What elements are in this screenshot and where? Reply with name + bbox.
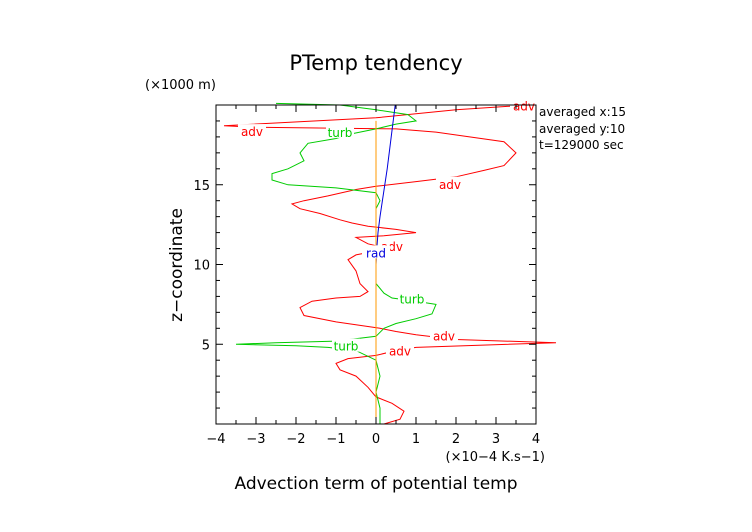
- series-label-bg: [238, 124, 266, 138]
- x-tick-label: 2: [452, 432, 460, 447]
- y-tick-label: 5: [202, 338, 210, 353]
- series-label: turb: [328, 126, 353, 140]
- series-label: adv: [439, 178, 461, 192]
- x-tick-label: −1: [326, 432, 345, 447]
- y-unit-label: (×1000 m): [145, 78, 216, 93]
- chart-title: PTemp tendency: [289, 51, 462, 75]
- x-tick-label: −2: [286, 432, 305, 447]
- x-tick-label: −4: [206, 432, 225, 447]
- series-layer: [223, 102, 557, 424]
- info-line: t=129000 sec: [539, 138, 624, 152]
- series-line: [375, 104, 396, 424]
- series-label-bg: [332, 338, 360, 352]
- x-tick-label: 0: [372, 432, 380, 447]
- series-line: [235, 102, 437, 424]
- x-axis-label: Advection term of potential temp: [234, 474, 517, 494]
- series-label: adv: [241, 125, 263, 139]
- series-label: rad: [366, 246, 386, 260]
- series-label: adv: [433, 329, 455, 343]
- x-tick-label: 4: [532, 432, 540, 447]
- series-label-bg: [362, 245, 390, 259]
- series-label: adv: [389, 344, 411, 358]
- series-label-bg: [430, 328, 458, 342]
- series-label-bg: [436, 176, 464, 190]
- series-label-bg: [326, 124, 354, 138]
- y-axis-label: z−coordinate: [167, 208, 187, 322]
- x-unit-label: (×10−4 K.s−1): [446, 450, 545, 465]
- x-tick-label: 3: [492, 432, 500, 447]
- series-label-bg: [398, 291, 426, 305]
- series-label: turb: [334, 340, 359, 354]
- series-line: [223, 104, 557, 424]
- info-box: averaged x:15 averaged y:10 t=129000 sec: [539, 105, 626, 152]
- x-tick-label: −3: [246, 432, 265, 447]
- info-line: averaged x:15: [539, 105, 626, 119]
- y-tick-label: 15: [193, 179, 210, 194]
- series-label-bg: [386, 343, 414, 357]
- y-tick-label: 10: [193, 259, 210, 274]
- axis-ticks: −4 −3 −2 −1 0 1 2 3 4 5 10 15: [193, 105, 540, 447]
- series-label: adv: [513, 100, 535, 114]
- x-tick-label: 1: [412, 432, 420, 447]
- info-line: averaged y:10: [539, 122, 625, 136]
- series-label: turb: [400, 293, 425, 307]
